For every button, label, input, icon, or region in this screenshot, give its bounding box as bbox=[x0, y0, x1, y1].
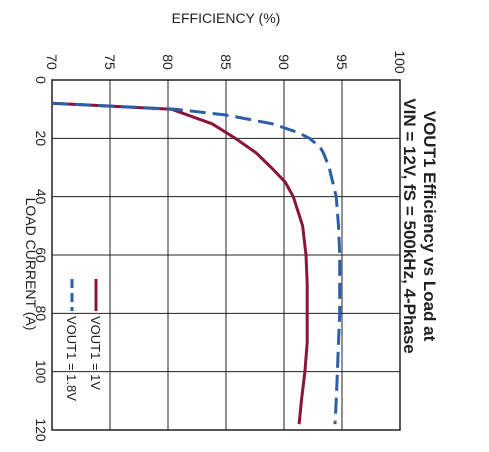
series-line-1 bbox=[51, 101, 309, 425]
tick-label-load-120: 120 bbox=[33, 418, 49, 442]
tick-label-efficiency-75: 75 bbox=[102, 54, 118, 70]
plot-border bbox=[51, 79, 401, 431]
tick-label-load-100: 100 bbox=[33, 360, 49, 384]
legend: VOUT1 = 1V VOUT1 = 1.8V bbox=[64, 279, 103, 401]
tick-label-efficiency-100: 100 bbox=[392, 50, 408, 74]
legend-label-2: VOUT1 = 1.8V bbox=[64, 316, 79, 401]
tick-label-load-0: 0 bbox=[33, 76, 49, 84]
legend-label-1: VOUT1 = 1V bbox=[88, 316, 103, 390]
chart-title-line-1: VOUT1 Efficiency vs Load at bbox=[420, 111, 439, 342]
tick-label-load-60: 60 bbox=[33, 247, 49, 263]
tick-label-load-80: 80 bbox=[33, 306, 49, 322]
y-axis-label: EFFICIENCY (%) bbox=[172, 10, 281, 26]
tick-label-efficiency-70: 70 bbox=[44, 54, 60, 70]
tick-label-efficiency-95: 95 bbox=[334, 54, 350, 70]
tick-labels: 70 75 80 85 90 95 100 0 20 40 60 80 100 120 bbox=[33, 50, 408, 442]
plot-frame bbox=[51, 79, 401, 431]
tick-label-efficiency-90: 90 bbox=[276, 54, 292, 70]
series-line-2 bbox=[51, 101, 342, 425]
tick-label-load-40: 40 bbox=[33, 189, 49, 205]
chart-title: VOUT1 Efficiency vs Load at VIN = 12V, f… bbox=[400, 98, 439, 353]
x-axis-label: LOAD CURRENT (A) bbox=[23, 198, 39, 331]
tick-label-load-20: 20 bbox=[33, 131, 49, 147]
series-layer bbox=[51, 101, 342, 425]
chart-title-line-2: VIN = 12V, fS = 500kHz, 4-Phase bbox=[400, 98, 419, 353]
tick-label-efficiency-85: 85 bbox=[218, 54, 234, 70]
tick-label-efficiency-80: 80 bbox=[160, 54, 176, 70]
